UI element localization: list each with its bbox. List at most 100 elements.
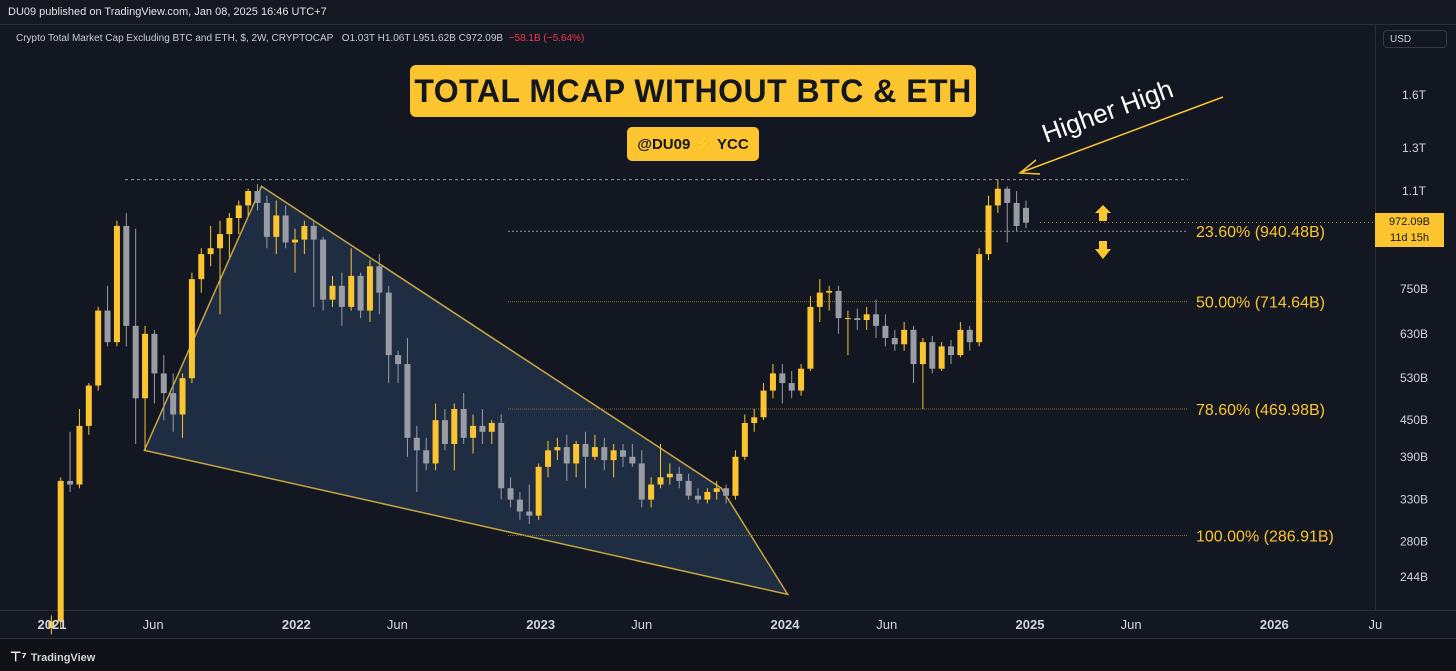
x-tick-label: Ju xyxy=(1369,617,1383,632)
candle-body xyxy=(413,437,420,451)
x-tick-label: Jun xyxy=(143,617,164,632)
candle-body xyxy=(516,499,523,512)
candle-body xyxy=(57,480,64,622)
falling-wedge xyxy=(143,185,790,596)
change-value: −58.1B (−5.64%) xyxy=(508,33,585,44)
arrow-head-icon xyxy=(1018,159,1041,175)
x-tick-label: Jun xyxy=(631,617,652,632)
x-tick-label: 2025 xyxy=(1016,617,1045,632)
candle-body xyxy=(563,447,570,464)
chart-title: TOTAL MCAP WITHOUT BTC & ETH xyxy=(410,65,976,117)
bar-countdown: 11d 15h xyxy=(1390,232,1429,244)
y-tick-label: 630B xyxy=(1400,327,1428,341)
candle-body xyxy=(807,306,814,369)
candle-body xyxy=(498,422,505,489)
candle-body xyxy=(132,325,139,399)
candle-body xyxy=(441,420,448,444)
candle-body xyxy=(638,463,645,500)
current-price-label: 972.09B 11d 15h xyxy=(1375,213,1444,247)
candle-body xyxy=(723,488,730,496)
candle-body xyxy=(919,342,926,365)
candle-body xyxy=(713,488,720,492)
candle-body xyxy=(291,239,298,243)
candle-body xyxy=(488,422,495,432)
candle-body xyxy=(95,310,102,386)
y-tick-label: 244B xyxy=(1400,570,1428,584)
ohlc-values: O1.03T H1.06T L951.62B C972.09B xyxy=(341,33,504,44)
footer-bar: ⊤⁷ TradingView xyxy=(0,638,1456,671)
candle-body xyxy=(751,417,758,423)
candle-body xyxy=(535,466,542,516)
candle-body xyxy=(479,425,486,432)
candle-body xyxy=(620,450,627,457)
candle-body xyxy=(451,408,458,444)
symbol-name: Crypto Total Market Cap Excluding BTC an… xyxy=(16,33,334,44)
candle-body xyxy=(113,225,120,343)
candle-body xyxy=(423,450,430,464)
fib-label: 100.00% (286.91B) xyxy=(1196,528,1334,545)
candle-body xyxy=(891,337,898,345)
y-tick-label: 1.1T xyxy=(1402,184,1427,198)
candle-body xyxy=(170,393,177,415)
candle-body xyxy=(948,346,955,356)
candle-body xyxy=(526,511,533,516)
publish-info: DU09 published on TradingView.com, Jan 0… xyxy=(8,6,327,18)
candle-body xyxy=(282,215,289,243)
candle-body xyxy=(938,346,945,369)
candle-body xyxy=(844,318,851,320)
candle-body xyxy=(1013,202,1020,226)
author-badge: @DU09 ⚡ YCC xyxy=(627,127,759,161)
bolt-icon: ⚡ xyxy=(694,136,713,153)
x-tick-label: 2026 xyxy=(1260,617,1289,632)
candle-body xyxy=(273,215,280,237)
candle-body xyxy=(854,318,861,321)
current-price-value: 972.09B xyxy=(1389,216,1430,228)
candle-body xyxy=(151,333,158,374)
candle-body xyxy=(779,373,786,384)
candle-body xyxy=(329,285,336,300)
candle-body xyxy=(217,234,224,249)
candle-body xyxy=(873,314,880,326)
candle-body xyxy=(760,390,767,418)
candle-body xyxy=(104,310,111,343)
y-tick-label: 1.6T xyxy=(1402,88,1427,102)
candle-body xyxy=(179,378,186,415)
tradingview-logo[interactable]: ⊤⁷ TradingView xyxy=(10,649,95,665)
higher-high-arrow xyxy=(1021,96,1224,173)
x-tick-label: 2024 xyxy=(771,617,801,632)
up-arrow-icon xyxy=(1095,205,1111,221)
x-tick-label: Jun xyxy=(387,617,408,632)
currency-button[interactable]: USD xyxy=(1383,30,1447,48)
x-tick-label: Jun xyxy=(876,617,897,632)
candle-body xyxy=(685,480,692,496)
candle-body xyxy=(732,456,739,496)
candle-body xyxy=(460,408,467,438)
x-tick-label: Jun xyxy=(1121,617,1142,632)
candle-body xyxy=(545,450,552,467)
candle-body xyxy=(385,292,392,356)
fib-label: 23.60% (940.48B) xyxy=(1196,224,1325,241)
symbol-legend[interactable]: Crypto Total Market Cap Excluding BTC an… xyxy=(16,33,584,44)
candle-body xyxy=(1004,188,1011,203)
y-tick-label: 1.3T xyxy=(1402,141,1427,155)
candle-body xyxy=(629,456,636,464)
candle-body xyxy=(235,205,242,219)
candle-body xyxy=(395,355,402,365)
candle-body xyxy=(376,266,383,293)
candle-body xyxy=(741,422,748,457)
candle-body xyxy=(966,329,973,343)
candle-body xyxy=(582,443,589,457)
candle-body xyxy=(254,191,261,203)
x-tick-label: 2023 xyxy=(526,617,555,632)
y-tick-label: 330B xyxy=(1400,493,1428,507)
price-scale[interactable] xyxy=(1375,25,1456,610)
candle-body xyxy=(320,239,327,300)
candle-body xyxy=(863,314,870,321)
candle-body xyxy=(676,473,683,481)
x-tick-label: 2021 xyxy=(38,617,67,632)
candle-body xyxy=(366,266,373,311)
publish-bar: DU09 published on TradingView.com, Jan 0… xyxy=(0,0,1456,25)
time-axis[interactable] xyxy=(0,610,1456,639)
candle-body xyxy=(648,484,655,500)
